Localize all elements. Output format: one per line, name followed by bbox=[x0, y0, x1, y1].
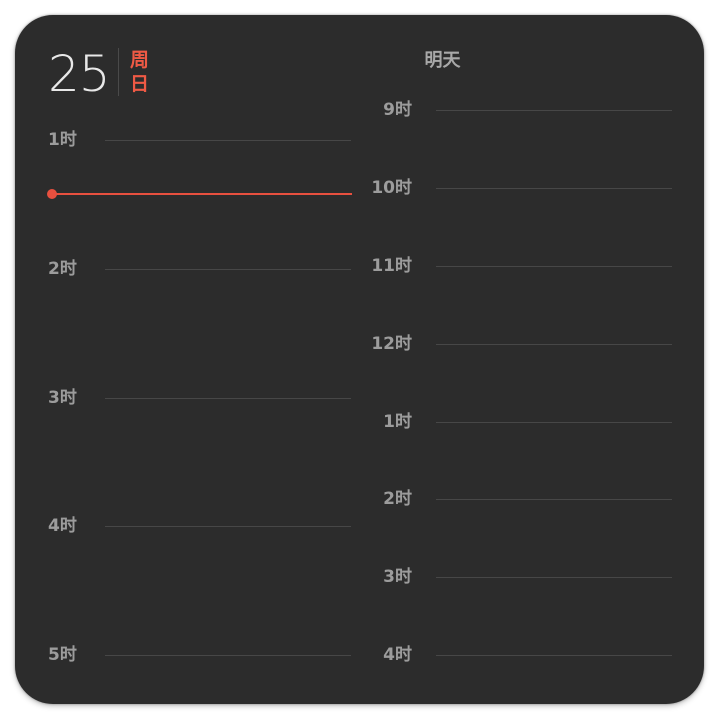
hour-label: 1时 bbox=[383, 412, 412, 432]
date-divider bbox=[118, 48, 119, 96]
hour-row: 3时 bbox=[355, 565, 704, 589]
hour-row: 2时 bbox=[355, 487, 704, 511]
hour-gridline bbox=[436, 655, 672, 656]
hour-label: 11时 bbox=[371, 256, 412, 276]
calendar-widget[interactable]: 25 周日 明天 1时 2时 3时 4时 5时 9时 bbox=[15, 15, 704, 704]
hour-label: 10时 bbox=[371, 178, 412, 198]
hour-label: 3时 bbox=[383, 567, 412, 587]
hour-label: 9时 bbox=[383, 100, 412, 120]
hour-gridline bbox=[105, 526, 351, 527]
hour-gridline bbox=[105, 655, 351, 656]
current-time-dot bbox=[47, 189, 57, 199]
date-number: 25 bbox=[48, 45, 111, 103]
hour-gridline bbox=[436, 577, 672, 578]
hour-label: 2时 bbox=[48, 259, 77, 279]
hour-gridline bbox=[436, 422, 672, 423]
hour-gridline bbox=[105, 269, 351, 270]
hour-row: 5时 bbox=[15, 643, 360, 667]
weekday-label: 周日 bbox=[130, 49, 150, 95]
hour-gridline bbox=[105, 398, 351, 399]
hour-row: 3时 bbox=[15, 386, 360, 410]
hour-label: 1时 bbox=[48, 130, 77, 150]
hour-gridline bbox=[436, 266, 672, 267]
hour-gridline bbox=[105, 140, 351, 141]
hour-row: 10时 bbox=[355, 176, 704, 200]
tomorrow-header: 明天 bbox=[424, 50, 461, 71]
hour-label: 4时 bbox=[48, 516, 77, 536]
hour-row: 12时 bbox=[355, 332, 704, 356]
hour-row: 4时 bbox=[15, 514, 360, 538]
hour-gridline bbox=[436, 110, 672, 111]
hour-gridline bbox=[436, 188, 672, 189]
hour-row: 4时 bbox=[355, 643, 704, 667]
hour-row: 1时 bbox=[15, 128, 360, 152]
hour-label: 2时 bbox=[383, 489, 412, 509]
hour-label: 12时 bbox=[371, 334, 412, 354]
hour-row: 1时 bbox=[355, 410, 704, 434]
hour-label: 5时 bbox=[48, 645, 77, 665]
hour-row: 11时 bbox=[355, 254, 704, 278]
hour-row: 9时 bbox=[355, 98, 704, 122]
hour-gridline bbox=[436, 344, 672, 345]
hour-label: 4时 bbox=[383, 645, 412, 665]
hour-gridline bbox=[436, 499, 672, 500]
current-time-line bbox=[53, 193, 352, 195]
hour-label: 3时 bbox=[48, 388, 77, 408]
hour-row: 2时 bbox=[15, 257, 360, 281]
